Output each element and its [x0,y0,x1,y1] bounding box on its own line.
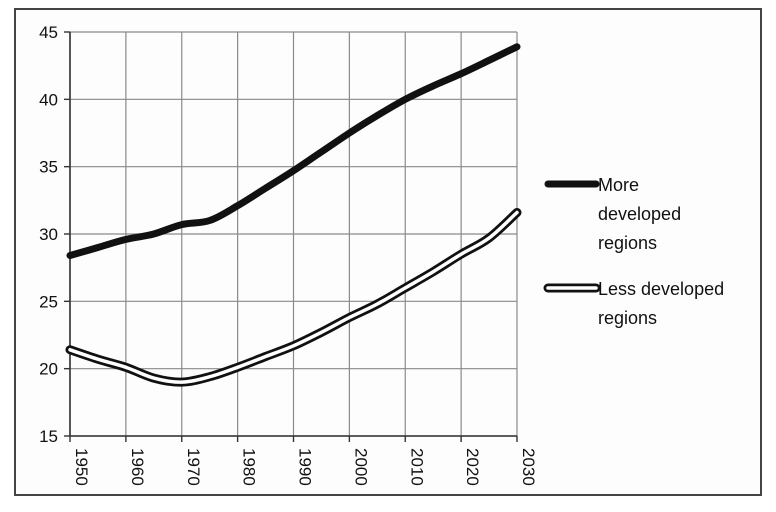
legend-label-more-developed: developed [598,204,681,224]
y-tick-label: 20 [39,360,58,379]
x-tick-label: 2020 [463,448,482,486]
x-tick-label: 1950 [72,448,91,486]
series-lines [65,43,522,387]
y-tick-label: 30 [39,225,58,244]
y-tick-label: 35 [39,158,58,177]
axes [64,31,518,442]
legend-label-more-developed: regions [598,233,657,253]
x-tick-label: 1990 [296,448,315,486]
legend: More developed regions Less developed region… [543,175,724,328]
y-tick-label: 40 [39,90,58,109]
legend-label-less-developed: regions [598,308,657,328]
y-tick-label: 25 [39,292,58,311]
y-tick-label: 45 [39,23,58,42]
x-tick-label: 1980 [240,448,259,486]
series-line-less-developed-inner [68,210,519,384]
x-tick-label: 2000 [351,448,370,486]
legend-label-more-developed: More [598,175,639,195]
chart-frame [14,8,762,496]
series-line-more-developed [66,43,521,259]
x-axis-tick-labels: 1950 1960 1970 1980 1990 2000 2010 2020 2030 [72,448,538,486]
y-tick-label: 15 [39,427,58,446]
x-tick-label: 2030 [519,448,538,486]
y-axis-tick-labels: 15 20 25 30 35 40 45 [39,23,58,446]
x-tick-label: 1970 [184,448,203,486]
legend-label-less-developed: Less developed [598,279,724,299]
x-tick-label: 1960 [128,448,147,486]
x-tick-label: 2010 [407,448,426,486]
